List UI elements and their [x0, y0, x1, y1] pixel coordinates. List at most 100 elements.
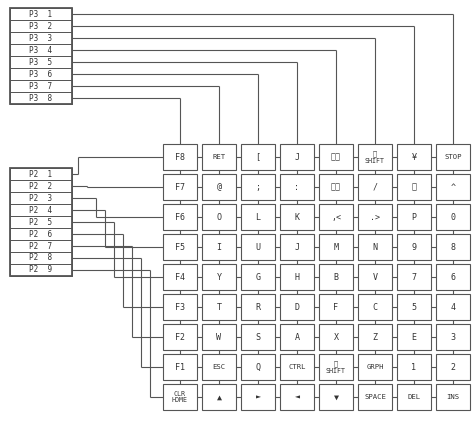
Bar [10, 216, 72, 228]
Bar [163, 354, 197, 380]
Bar [397, 174, 431, 200]
Text: ,<: ,< [331, 213, 341, 221]
Text: ◄: ◄ [294, 392, 300, 402]
Text: P2  6: P2 6 [29, 229, 53, 239]
Text: F: F [334, 303, 338, 312]
Text: H: H [294, 272, 300, 282]
Text: Z: Z [373, 333, 377, 341]
Text: F6: F6 [175, 213, 185, 221]
Bar [358, 384, 392, 410]
Bar [436, 294, 470, 320]
Bar [241, 204, 275, 230]
Text: ;: ; [255, 182, 261, 192]
Text: G: G [255, 272, 261, 282]
Text: P3  1: P3 1 [29, 10, 53, 19]
Text: INS: INS [447, 394, 460, 400]
Text: /: / [373, 182, 377, 192]
Text: 1: 1 [411, 362, 417, 371]
Bar [10, 192, 72, 204]
Text: P2  5: P2 5 [29, 218, 53, 226]
Text: F1: F1 [175, 362, 185, 371]
Bar [436, 264, 470, 290]
Bar [397, 264, 431, 290]
Bar [241, 144, 275, 170]
Text: P3  5: P3 5 [29, 58, 53, 67]
Text: 0: 0 [450, 213, 456, 221]
Text: 9: 9 [411, 242, 417, 251]
Text: M: M [334, 242, 338, 251]
Text: O: O [217, 213, 221, 221]
Bar [358, 174, 392, 200]
Bar [241, 324, 275, 350]
Bar [280, 204, 314, 230]
Text: ESC: ESC [212, 364, 226, 370]
Bar [10, 92, 72, 104]
Text: U: U [255, 242, 261, 251]
Text: ー: ー [411, 182, 417, 192]
Bar [397, 324, 431, 350]
Bar [10, 8, 72, 104]
Text: P2  8: P2 8 [29, 253, 53, 263]
Bar [280, 294, 314, 320]
Text: DEL: DEL [408, 394, 420, 400]
Bar [280, 264, 314, 290]
Text: 2: 2 [450, 362, 456, 371]
Bar [280, 354, 314, 380]
Text: D: D [294, 303, 300, 312]
Bar [280, 174, 314, 200]
Text: .>: .> [370, 213, 380, 221]
Text: ¥: ¥ [411, 152, 417, 162]
Text: CTRL: CTRL [288, 364, 306, 370]
Bar [10, 228, 72, 240]
Text: K: K [294, 213, 300, 221]
Text: L: L [255, 213, 261, 221]
Bar [10, 252, 72, 264]
Bar [436, 324, 470, 350]
Text: F5: F5 [175, 242, 185, 251]
Bar [10, 32, 72, 44]
Bar [241, 294, 275, 320]
Text: S: S [255, 333, 261, 341]
Text: A: A [294, 333, 300, 341]
Bar [202, 174, 236, 200]
Text: ▼: ▼ [334, 392, 338, 402]
Bar [397, 234, 431, 260]
Bar [241, 354, 275, 380]
Text: @: @ [217, 182, 221, 192]
Text: RET: RET [212, 154, 226, 160]
Text: X: X [334, 333, 338, 341]
Text: F8: F8 [175, 152, 185, 162]
Bar [319, 324, 353, 350]
Bar [319, 234, 353, 260]
Text: P2  9: P2 9 [29, 266, 53, 274]
Bar [10, 264, 72, 276]
Bar [10, 20, 72, 32]
Text: SPACE: SPACE [364, 394, 386, 400]
Bar [397, 144, 431, 170]
Bar [10, 168, 72, 180]
Bar [397, 384, 431, 410]
Bar [163, 324, 197, 350]
Text: F4: F4 [175, 272, 185, 282]
Bar [10, 204, 72, 216]
Text: J: J [294, 152, 300, 162]
Bar [202, 234, 236, 260]
Text: P3  4: P3 4 [29, 45, 53, 54]
Bar [10, 80, 72, 92]
Bar [163, 294, 197, 320]
Bar [202, 324, 236, 350]
Bar [280, 324, 314, 350]
Text: P3  7: P3 7 [29, 82, 53, 91]
Text: STOP: STOP [444, 154, 462, 160]
Bar [202, 204, 236, 230]
Bar [10, 56, 72, 68]
Bar [436, 174, 470, 200]
Bar [358, 234, 392, 260]
Bar [163, 234, 197, 260]
Bar [397, 294, 431, 320]
Bar [163, 144, 197, 170]
Text: P2  2: P2 2 [29, 181, 53, 190]
Bar [358, 294, 392, 320]
Bar [163, 174, 197, 200]
Text: ^: ^ [450, 182, 456, 192]
